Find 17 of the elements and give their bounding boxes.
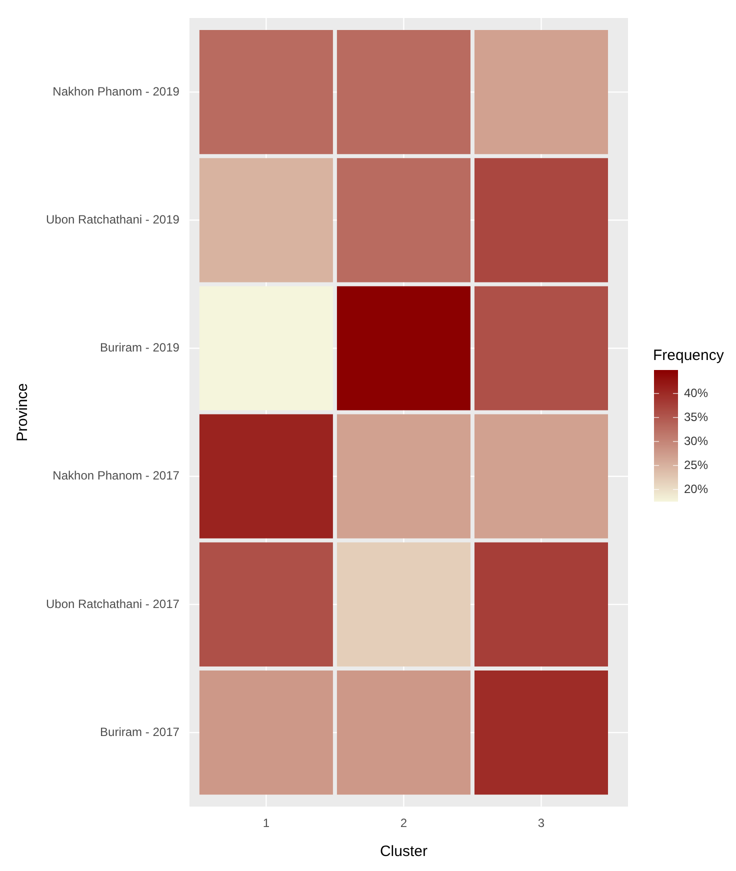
- y-tick-label: Buriram - 2017: [100, 724, 180, 739]
- y-axis-title: Province: [14, 383, 32, 442]
- color-bar-label: 20%: [684, 482, 708, 496]
- y-tick-label: Nakhon Phanom - 2017: [52, 468, 180, 483]
- y-tick-label: Nakhon Phanom - 2019: [52, 84, 180, 98]
- y-tick-label: Ubon Ratchathani - 2019: [46, 212, 180, 226]
- color-bar-label: 35%: [684, 410, 708, 424]
- legend-title: Frequency: [653, 347, 724, 364]
- color-bar-label: 30%: [684, 434, 708, 448]
- x-axis-title: Cluster: [380, 843, 428, 860]
- color-bar-label: 40%: [684, 386, 708, 400]
- x-tick-label: 3: [538, 816, 545, 830]
- x-tick-label: 1: [262, 816, 270, 830]
- x-tick-label: 2: [400, 816, 408, 830]
- y-tick-label: Ubon Ratchathani - 2017: [46, 596, 180, 611]
- color-bar-label: 25%: [684, 458, 708, 472]
- y-tick-label: Buriram - 2019: [100, 340, 180, 355]
